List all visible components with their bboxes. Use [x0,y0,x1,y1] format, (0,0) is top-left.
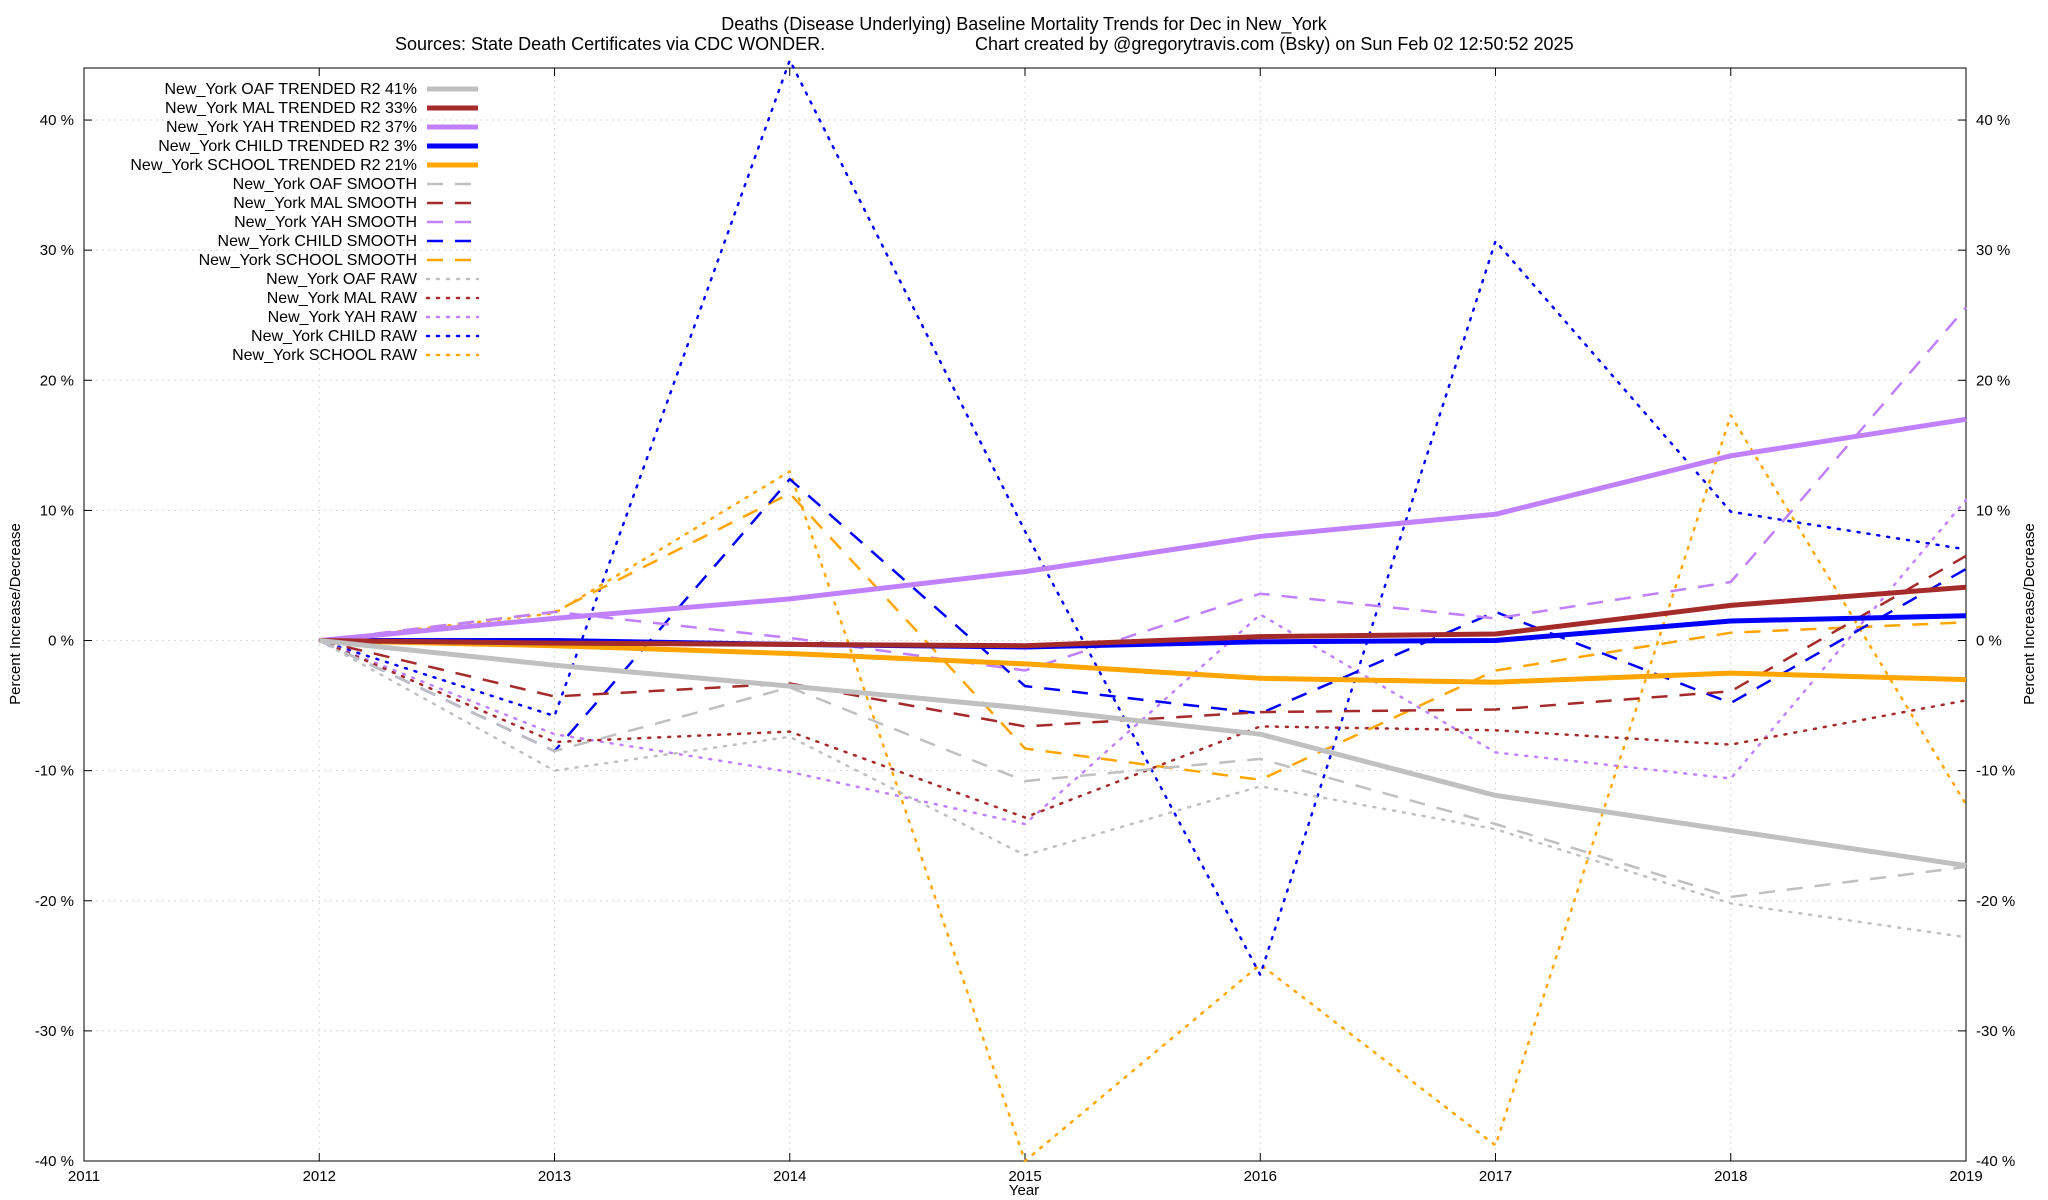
x-tick-label: 2018 [1714,1168,1747,1185]
series-line-child-smooth [318,477,1967,753]
legend-label: New_York CHILD RAW [251,328,418,345]
x-tick-label: 2019 [1949,1168,1982,1185]
legend-label: New_York SCHOOL SMOOTH [199,252,417,269]
chart-subtitle-source: Sources: State Death Certificates via CD… [395,34,825,54]
y-tick-label-right: 30 % [1976,242,2010,259]
legend-label: New_York SCHOOL TRENDED R2 21% [130,157,417,174]
series-line-mal-trended [319,584,1967,649]
series-line-yah-trended [319,416,1967,643]
x-tick-label: 2017 [1479,1168,1512,1185]
x-tick-label: 2014 [773,1168,806,1185]
legend-label: New_York OAF SMOOTH [233,176,417,193]
legend-label: New_York MAL TRENDED R2 33% [165,100,417,117]
y-tick-label-left: 10 % [40,502,74,519]
legend-label: New_York OAF TRENDED R2 41% [164,81,417,98]
x-tick-label: 2012 [303,1168,336,1185]
x-axis-label: Year [1009,1182,1039,1199]
y-tick-label-right: 0 % [1976,633,2002,650]
legend-label: New_York MAL RAW [267,290,418,307]
y-tick-label-right: -30 % [1976,1023,2015,1040]
y-tick-label-left: -10 % [35,763,74,780]
series-group [318,58,1968,1163]
legend-label: New_York YAH TRENDED R2 37% [166,119,417,136]
x-tick-label: 2015 [1008,1168,1041,1185]
series-line-school-trended [319,638,1967,685]
y-tick-label-left: -30 % [35,1023,74,1040]
legend-label: New_York MAL SMOOTH [233,195,417,212]
legend-label: New_York SCHOOL RAW [232,347,418,364]
x-tick-label: 2011 [68,1168,100,1185]
x-tick-label: 2013 [538,1168,571,1185]
y-axis-label-left: Percent Increase/Decrease [7,523,24,705]
y-tick-label-left: 40 % [40,112,74,129]
series-line-oaf-smooth [318,639,1967,899]
y-tick-label-left: 30 % [40,242,74,259]
legend: New_York OAF TRENDED R2 41% New_York MAL … [130,81,480,364]
y-tick-label-right: 10 % [1976,502,2010,519]
y-tick-label-left: -20 % [35,893,74,910]
series-line-oaf-raw [318,639,1968,939]
legend-label: New_York CHILD TRENDED R2 3% [158,138,417,155]
y-tick-label-left: -40 % [35,1153,74,1170]
y-tick-label-right: -10 % [1976,763,2015,780]
series-line-mal-smooth [319,554,1967,728]
y-tick-label-left: 20 % [40,372,74,389]
legend-label: New_York CHILD SMOOTH [218,233,417,250]
axis-ticks: 2011 2012 2013 2014 2015 2016 2017 2018 2019-40 … [35,68,2015,1185]
series-line-school-smooth [319,492,1967,782]
x-tick-label: 2016 [1244,1168,1277,1185]
y-axis-label-right: Percent Increase/Decrease [2021,523,2038,705]
chart-title: Deaths (Disease Underlying) Baseline Mor… [721,14,1328,35]
legend-label: New_York YAH SMOOTH [234,214,417,231]
series-line-school-raw [318,414,1968,1163]
series-line-child-raw [318,58,1968,977]
y-tick-label-left: 0 % [48,633,74,650]
grid [84,68,1966,1161]
y-tick-label-right: 20 % [1976,372,2010,389]
series-line-oaf-trended [319,638,1967,869]
legend-label: New_York YAH RAW [268,309,418,326]
series-line-yah-raw [318,498,1968,826]
y-tick-label-right: 40 % [1976,112,2010,129]
y-tick-label-right: -40 % [1976,1153,2015,1170]
legend-label: New_York OAF RAW [266,271,418,288]
chart-subtitle-credit: Chart created by @gregorytravis.com (Bsk… [975,34,1574,54]
y-tick-label-right: -20 % [1976,893,2015,910]
